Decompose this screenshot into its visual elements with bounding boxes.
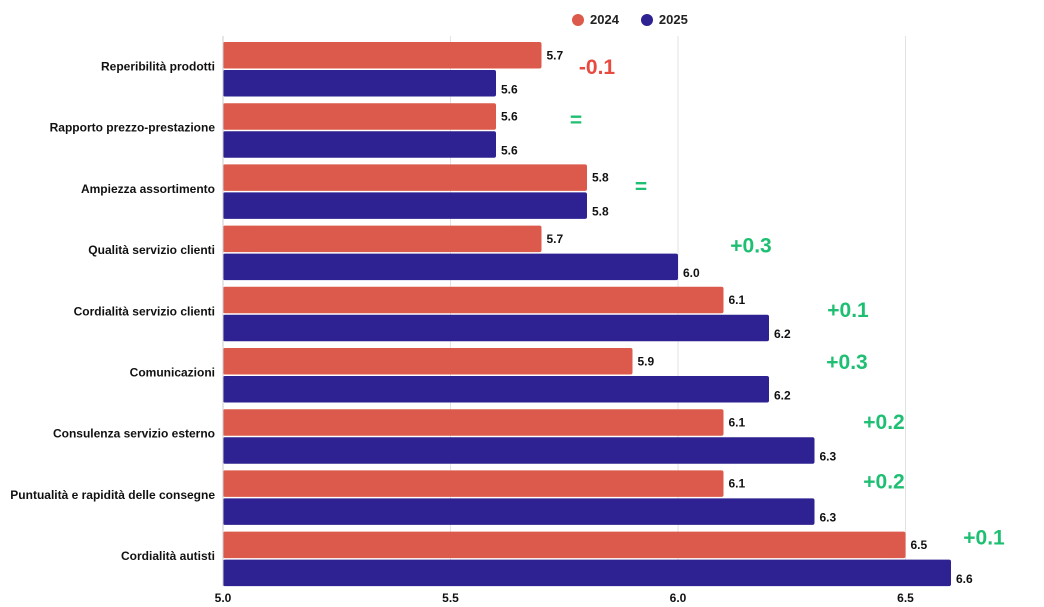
bar-2024 — [223, 164, 587, 191]
bar-2024 — [223, 348, 633, 375]
x-tick-label: 5.5 — [442, 591, 459, 605]
bar-2024 — [223, 470, 724, 497]
bar-2025 — [223, 253, 678, 281]
value-label-2024: 5.7 — [547, 48, 564, 62]
value-label-2024: 5.9 — [638, 354, 655, 368]
category-label: Cordialità servizio clienti — [74, 304, 215, 318]
category-label: Qualità servizio clienti — [88, 243, 215, 257]
value-label-2024: 5.7 — [547, 232, 564, 246]
category-label: Reperibilità prodotti — [101, 60, 215, 74]
bar-2025 — [223, 376, 769, 403]
legend-swatch-2025 — [640, 13, 653, 26]
delta-annotation: = — [570, 109, 582, 132]
delta-annotation: +0.1 — [963, 527, 1005, 550]
value-label-2024: 6.1 — [729, 293, 746, 307]
value-label-2024: 6.5 — [911, 538, 928, 552]
x-tick-label: 6.0 — [670, 591, 687, 605]
delta-annotation: = — [635, 175, 647, 198]
category-label: Ampiezza assortimento — [81, 182, 215, 196]
delta-annotation: +0.3 — [730, 235, 771, 258]
bar-2024 — [223, 409, 724, 436]
bar-2025 — [223, 559, 951, 587]
category-label: Cordialità autisti — [121, 549, 215, 563]
value-label-2024: 5.6 — [501, 109, 518, 123]
x-tick-label: 6.5 — [897, 591, 914, 605]
value-label-2025: 6.2 — [774, 388, 791, 402]
bar-2024 — [223, 225, 542, 253]
value-label-2024: 5.8 — [592, 171, 609, 185]
value-label-2025: 6.2 — [774, 327, 791, 341]
delta-annotation: +0.2 — [863, 470, 904, 493]
delta-annotation: +0.1 — [827, 299, 869, 322]
bar-2024 — [223, 531, 906, 559]
bar-2025 — [223, 437, 815, 464]
value-label-2025: 6.6 — [956, 572, 973, 586]
value-label-2024: 6.1 — [729, 415, 746, 429]
bar-2024 — [223, 42, 542, 69]
delta-annotation: +0.2 — [863, 411, 904, 434]
value-label-2025: 6.3 — [820, 449, 837, 463]
legend-item-2025: 2025 — [640, 12, 688, 27]
legend-label-2025: 2025 — [658, 12, 688, 27]
category-label: Comunicazioni — [130, 366, 215, 380]
value-label-2025: 5.6 — [501, 82, 518, 96]
value-label-2024: 6.1 — [729, 477, 746, 491]
bar-2024 — [223, 286, 724, 314]
bar-2025 — [223, 131, 496, 158]
value-label-2025: 5.8 — [592, 205, 609, 219]
value-label-2025: 6.3 — [820, 511, 837, 525]
x-tick-label: 5.0 — [215, 591, 232, 605]
legend-item-2024: 2024 — [572, 12, 619, 27]
value-label-2025: 5.6 — [501, 143, 518, 157]
bar-2025 — [223, 70, 496, 97]
category-label: Puntualità e rapidità delle consegne — [10, 488, 215, 502]
category-label: Consulenza servizio esterno — [53, 427, 215, 441]
bar-2024 — [223, 103, 496, 130]
bar-2025 — [223, 498, 815, 525]
legend-label-2024: 2024 — [590, 12, 619, 27]
delta-annotation: -0.1 — [579, 56, 616, 79]
value-label-2025: 6.0 — [683, 266, 700, 280]
legend-swatch-2024 — [572, 13, 584, 26]
category-label: Rapporto prezzo-prestazione — [50, 121, 216, 135]
bar-2025 — [223, 314, 769, 342]
chart-legend: 2024 2025 — [572, 12, 710, 27]
delta-annotation: +0.3 — [826, 351, 867, 374]
bar-2025 — [223, 192, 587, 219]
